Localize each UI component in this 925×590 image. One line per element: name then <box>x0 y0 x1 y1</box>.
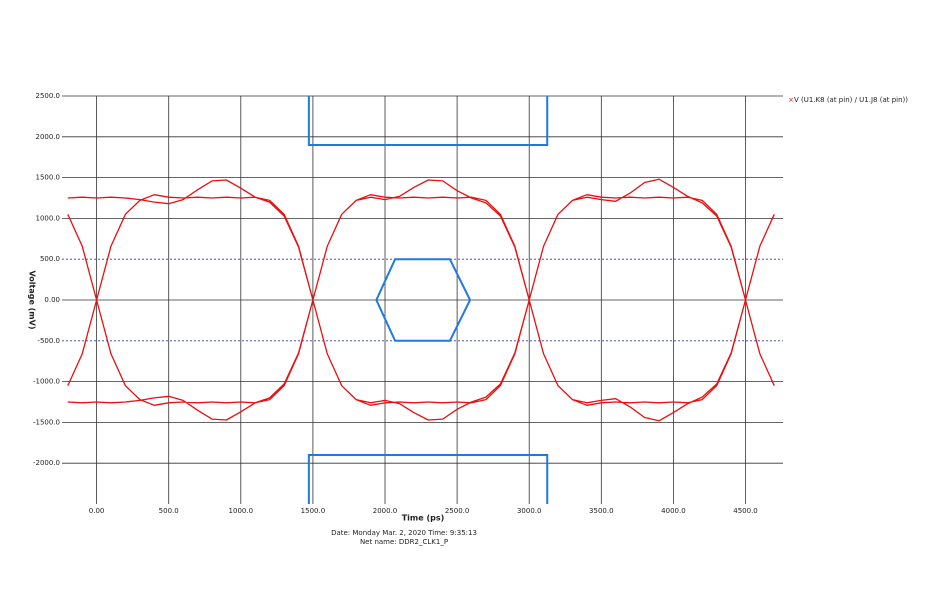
legend-marker: × <box>788 96 794 104</box>
eye-mask <box>375 258 472 342</box>
x-tick-label: 3000.0 <box>517 507 542 515</box>
y-tick-label: -1500.0 <box>33 418 60 426</box>
x-tick-label: 3500.0 <box>589 507 614 515</box>
x-tick-label: 500.0 <box>159 507 179 515</box>
x-tick-label: 0.00 <box>89 507 105 515</box>
eye-mask <box>307 96 549 146</box>
x-tick-label: 4500.0 <box>733 507 758 515</box>
x-tick-label: 1500.0 <box>301 507 326 515</box>
x-axis-title: Time (ps) <box>402 514 445 523</box>
y-tick-label: 2500.0 <box>36 92 61 100</box>
y-tick-label: 0.00 <box>44 296 60 304</box>
y-tick-label: -500.0 <box>37 337 60 345</box>
y-tick-label: 2000.0 <box>36 133 61 141</box>
x-tick-label: 1000.0 <box>229 507 254 515</box>
y-tick-label: -1000.0 <box>33 378 60 386</box>
y-tick-label: -2000.0 <box>33 459 60 467</box>
legend-label: V (U1.K8 (at pin) / U1.J8 (at pin)) <box>794 96 908 104</box>
eye-mask <box>307 454 549 504</box>
x-tick-label: 4000.0 <box>661 507 686 515</box>
footer-net: Net name: DDR2_CLK1_P <box>360 538 448 546</box>
y-tick-label: 500.0 <box>40 255 60 263</box>
y-axis-title: Voltage (mV) <box>28 271 37 330</box>
footer-date: Date: Monday Mar. 2, 2020 Time: 9:35:13 <box>331 529 477 537</box>
waveform <box>67 178 775 422</box>
x-tick-label: 2500.0 <box>445 507 470 515</box>
y-tick-label: 1500.0 <box>36 174 61 182</box>
y-tick-label: 1000.0 <box>36 214 61 222</box>
x-tick-label: 2000.0 <box>373 507 398 515</box>
